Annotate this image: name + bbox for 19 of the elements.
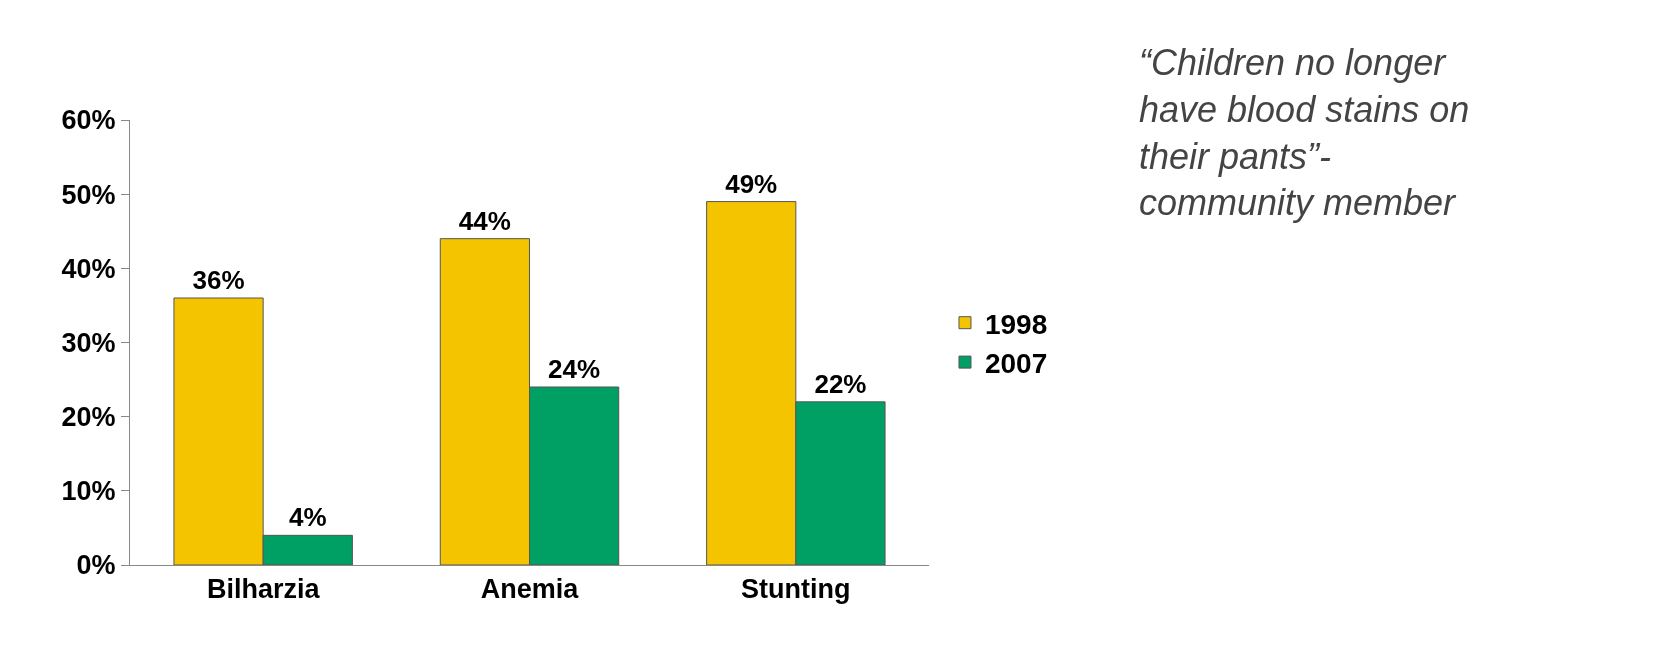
y-tick-label: 50% — [61, 179, 116, 210]
data-label: 36% — [192, 265, 245, 295]
x-tick-label: Bilharzia — [206, 574, 321, 605]
data-label: 24% — [548, 354, 601, 384]
legend-label: 1998 — [984, 308, 1048, 340]
y-tick-label: 0% — [76, 550, 116, 581]
data-label: 49% — [725, 168, 778, 199]
y-tick-label: 20% — [61, 402, 116, 433]
y-tick-label: 60% — [61, 105, 116, 136]
x-tick-label: Stunting — [741, 574, 851, 605]
y-tick-label: 40% — [61, 253, 116, 284]
legend-label: 2007 — [984, 348, 1048, 380]
data-label: 44% — [458, 205, 511, 236]
x-tick-label: Anemia — [480, 574, 580, 605]
y-tick-label: 10% — [61, 476, 116, 507]
text: “Children no longer have blood stains on their pants”- community member — [1139, 42, 1470, 224]
data-label: 22% — [814, 368, 867, 399]
data-label: 4% — [288, 502, 327, 533]
y-tick-label: 30% — [61, 327, 116, 358]
